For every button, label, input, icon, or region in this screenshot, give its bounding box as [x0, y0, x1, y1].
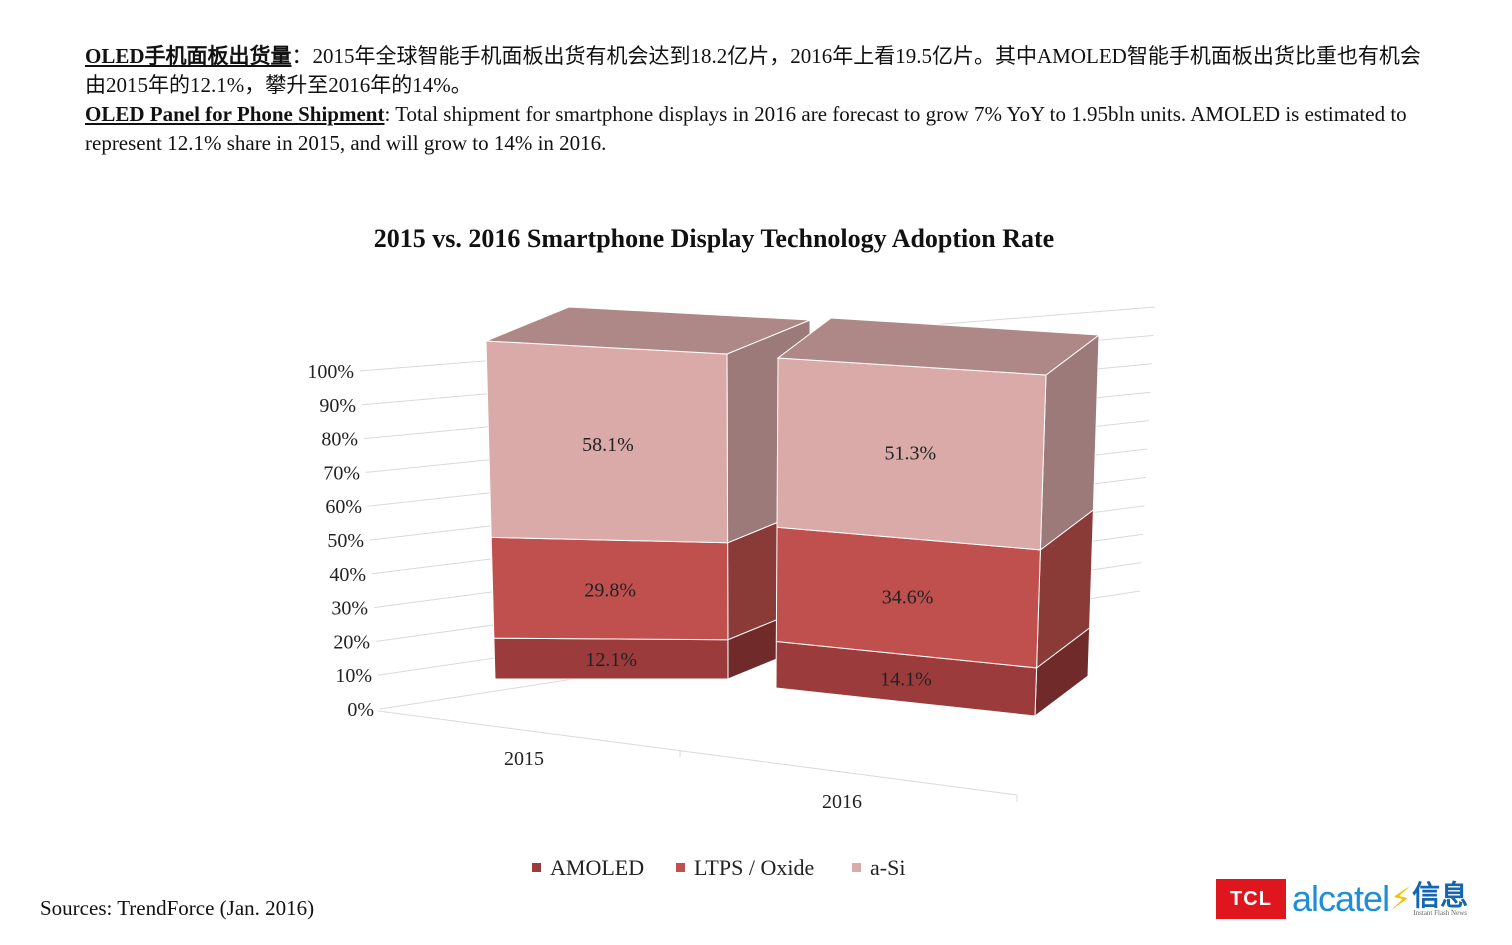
- y-tick-label: 30%: [331, 598, 368, 620]
- y-tick-label: 0%: [347, 699, 374, 721]
- alcatel-logo: alcatel: [1292, 878, 1390, 919]
- y-tick-label: 50%: [327, 530, 364, 552]
- header-en-body: : Total shipment for smartphone displays…: [85, 102, 1407, 155]
- xinxi-tagline: Instant Flash News: [1413, 908, 1467, 917]
- legend-label: LTPS / Oxide: [694, 855, 814, 880]
- header-cn-paragraph: OLED手机面板出货量：2015年全球智能手机面板出货有机会达到18.2亿片，2…: [85, 42, 1430, 100]
- y-tick-label: 40%: [329, 564, 366, 586]
- y-tick-label: 90%: [319, 395, 356, 417]
- legend-swatch: [532, 863, 541, 872]
- bar-top-2015: [485, 306, 811, 355]
- header-text: OLED手机面板出货量：2015年全球智能手机面板出货有机会达到18.2亿片，2…: [85, 42, 1430, 158]
- floor-line: [377, 710, 1018, 796]
- header-en-title: OLED Panel for Phone Shipment: [85, 102, 385, 126]
- legend-swatch: [676, 863, 685, 872]
- tcl-alcatel-logo: TCL alcatel ⚡ 信息 Instant Flash News: [1216, 876, 1468, 922]
- chart-title: 2015 vs. 2016 Smartphone Display Technol…: [374, 224, 1054, 253]
- legend-swatch: [852, 863, 861, 872]
- header-cn-body: ：2015年全球智能手机面板出货有机会达到18.2亿片，2016年上看19.5亿…: [85, 44, 1421, 97]
- y-tick-label: 60%: [325, 496, 362, 518]
- sources-note: Sources: TrendForce (Jan. 2016): [40, 896, 315, 920]
- y-tick-label: 70%: [323, 462, 360, 484]
- legend-label: AMOLED: [550, 855, 644, 880]
- header-en-paragraph: OLED Panel for Phone Shipment: Total shi…: [85, 100, 1430, 158]
- tcl-logo: TCL: [1216, 879, 1286, 919]
- xinxi-logo-text: 信息: [1412, 878, 1469, 912]
- data-label: 29.8%: [584, 579, 636, 601]
- data-label: 34.6%: [882, 587, 934, 609]
- data-label: 58.1%: [582, 434, 634, 456]
- y-tick-label: 80%: [321, 429, 358, 451]
- y-tick-label: 100%: [307, 361, 354, 383]
- xinxi-logo: 信息 Instant Flash News: [1412, 878, 1469, 917]
- data-label: 12.1%: [585, 649, 637, 671]
- data-label: 51.3%: [884, 443, 936, 465]
- header-cn-title: OLED手机面板出货量: [85, 44, 292, 68]
- lightning-bolt-icon: ⚡: [1390, 881, 1412, 917]
- x-tick-label: 2016: [822, 791, 862, 813]
- y-tick-label: 20%: [333, 631, 370, 653]
- data-label: 14.1%: [880, 668, 932, 690]
- x-tick-label: 2015: [504, 748, 544, 770]
- bar-top-2016: [776, 317, 1101, 376]
- y-tick-label: 10%: [335, 665, 372, 687]
- legend-label: a-Si: [870, 855, 905, 880]
